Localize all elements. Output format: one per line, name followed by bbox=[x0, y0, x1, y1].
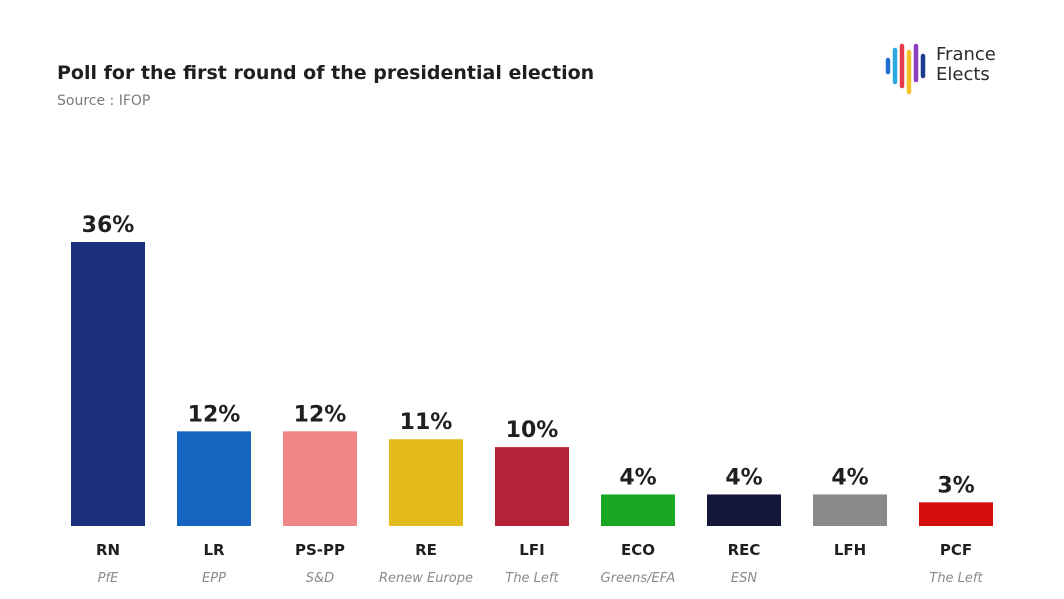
category-label: PCF bbox=[940, 541, 972, 559]
group-label: S&D bbox=[306, 571, 334, 586]
data-label: 4% bbox=[619, 465, 656, 490]
category-label: RE bbox=[415, 541, 437, 559]
chart-source: Source : IFOP bbox=[57, 93, 151, 109]
bar-re bbox=[389, 439, 463, 526]
bar-rec bbox=[707, 494, 781, 526]
bar-ps-pp bbox=[283, 431, 357, 526]
bar-lfh bbox=[813, 494, 887, 526]
data-label: 4% bbox=[725, 465, 762, 490]
bar-eco bbox=[601, 494, 675, 526]
logo-wordmark: France Elects bbox=[936, 45, 996, 85]
category-label: PS-PP bbox=[295, 541, 345, 559]
group-label: Greens/EFA bbox=[601, 571, 676, 586]
bar-pcf bbox=[919, 502, 993, 526]
logo-line-1: France bbox=[936, 44, 996, 65]
data-label: 36% bbox=[82, 213, 135, 238]
bar-rn bbox=[71, 242, 145, 526]
category-label: REC bbox=[728, 541, 761, 559]
data-label: 3% bbox=[937, 473, 974, 498]
data-label: 12% bbox=[188, 402, 241, 427]
group-label: The Left bbox=[505, 571, 559, 586]
category-label: LFH bbox=[834, 541, 866, 559]
category-label: ECO bbox=[621, 541, 655, 559]
category-label: LR bbox=[203, 541, 225, 559]
category-label: RN bbox=[96, 541, 120, 559]
bar-lfi bbox=[495, 447, 569, 526]
group-label: Renew Europe bbox=[379, 571, 473, 586]
logo-stripes-icon bbox=[885, 43, 926, 95]
data-label: 4% bbox=[831, 465, 868, 490]
data-label: 11% bbox=[400, 410, 453, 435]
category-label: LFI bbox=[519, 541, 544, 559]
chart-title: Poll for the first round of the presiden… bbox=[57, 62, 595, 84]
bar-lr bbox=[177, 431, 251, 526]
data-label: 10% bbox=[506, 418, 559, 443]
group-label: The Left bbox=[929, 571, 983, 586]
logo-line-2: Elects bbox=[936, 64, 990, 85]
group-label: PfE bbox=[98, 571, 119, 586]
group-label: EPP bbox=[202, 571, 226, 586]
group-label: ESN bbox=[731, 571, 757, 586]
data-label: 12% bbox=[294, 402, 347, 427]
france-elects-logo: France Elects bbox=[884, 42, 1014, 98]
